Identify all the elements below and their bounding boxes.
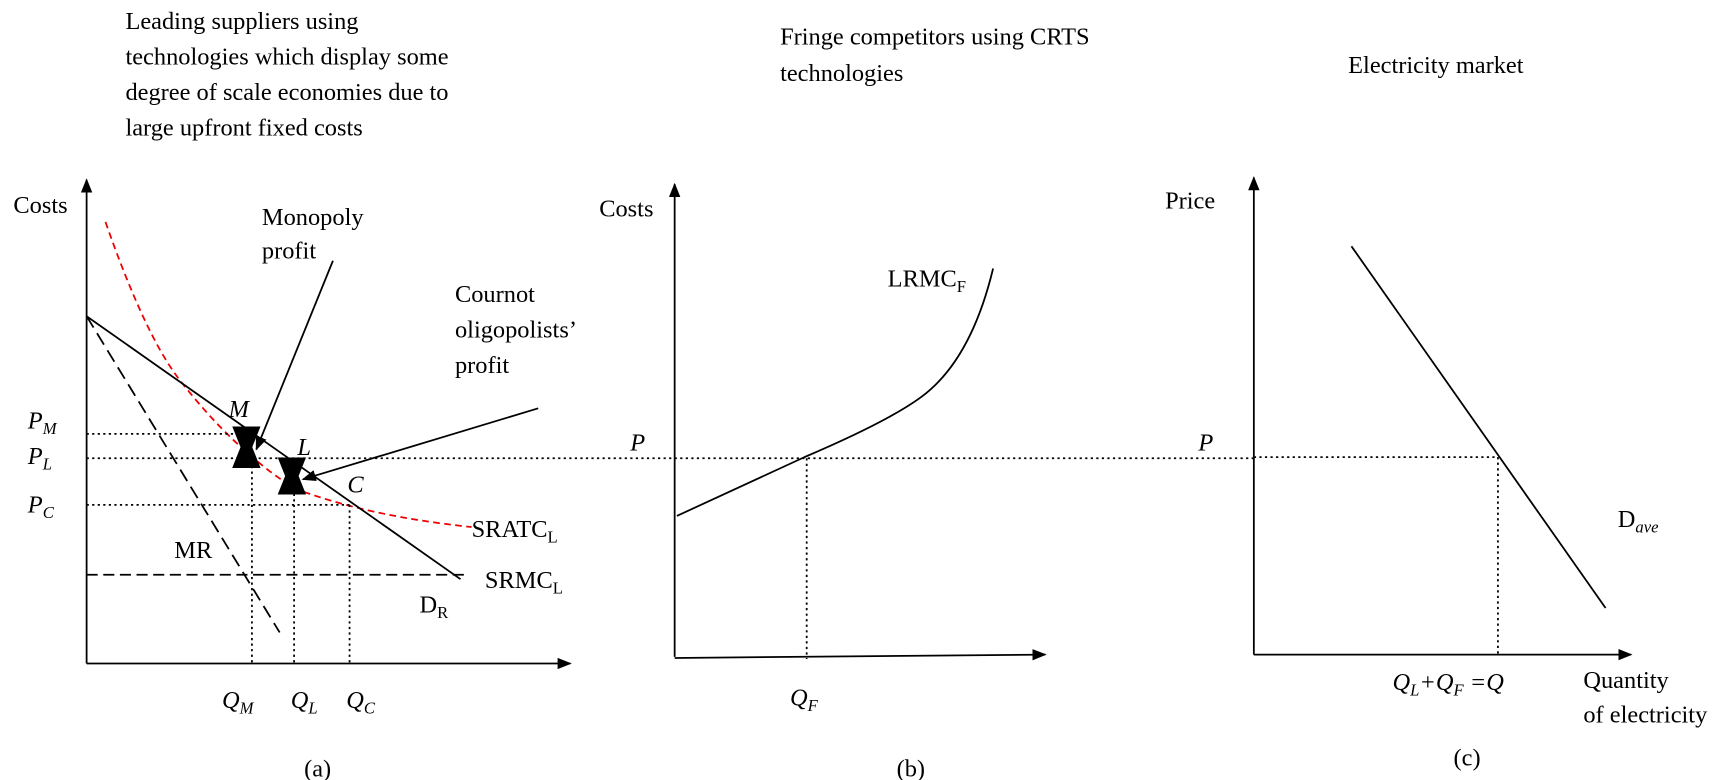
panel-b: Fringe competitors using CRTS technologi… [599, 23, 1089, 780]
x-axis-label: of electricity [1583, 701, 1708, 728]
x-axis [674, 649, 1047, 661]
x-axis-label: Quantity [1583, 667, 1669, 694]
pointer [301, 407, 539, 482]
price-label: P [629, 429, 645, 456]
title: large upfront fixed costs [125, 114, 362, 141]
demand-line [86, 315, 462, 580]
caption: (c) [1454, 745, 1481, 772]
caption: (b) [897, 756, 925, 780]
title: Leading suppliers using [125, 8, 358, 35]
q-label: QL+QF =Q [1393, 669, 1505, 700]
demand-label: Dave [1618, 506, 1659, 537]
title: Fringe competitors using CRTS [780, 23, 1090, 50]
q-label: QM [222, 687, 255, 718]
price-label: P [1197, 429, 1213, 456]
label: profit [262, 238, 316, 265]
caption: (a) [304, 756, 331, 780]
demand-label: DR [419, 591, 449, 622]
curve-label: LRMCF [888, 265, 966, 296]
sratc-label: SRATCL [472, 516, 558, 547]
y-axis-label: Price [1165, 188, 1215, 215]
title: degree of scale economies due to [125, 79, 448, 106]
panel-c: Electricity market Price P QL+QF =Q Quan… [1165, 52, 1708, 771]
title: technologies which display some [125, 43, 448, 70]
title: Electricity market [1348, 52, 1524, 79]
q-label: QC [346, 687, 376, 718]
y-axis-label: Costs [599, 195, 653, 222]
price-label: PC [27, 492, 55, 523]
panel-a: Leading suppliers using technologies whi… [13, 8, 1254, 780]
equilibrium-lines [1253, 456, 1499, 655]
point-label: M [228, 396, 251, 423]
q-lines [251, 460, 351, 664]
label: Monopoly [262, 204, 364, 231]
pointer [255, 260, 334, 451]
label: profit [455, 352, 509, 379]
srmc-label: SRMCL [485, 567, 563, 598]
title: technologies [780, 60, 903, 87]
mr-line [85, 315, 281, 633]
label: oligopolists’ [455, 316, 577, 343]
sratc-curve [104, 221, 472, 528]
price-label: PM [27, 407, 58, 438]
demand-line [1350, 245, 1607, 609]
lrmc-curve [676, 268, 994, 517]
point-label: C [347, 472, 364, 499]
y-axis-label: Costs [13, 192, 67, 219]
label: Cournot [455, 281, 535, 308]
mr-label: MR [174, 537, 213, 564]
price-label: PL [27, 443, 52, 474]
q-label: QL [291, 687, 318, 718]
point-label: L [296, 434, 311, 461]
q-label: QF [790, 685, 819, 716]
